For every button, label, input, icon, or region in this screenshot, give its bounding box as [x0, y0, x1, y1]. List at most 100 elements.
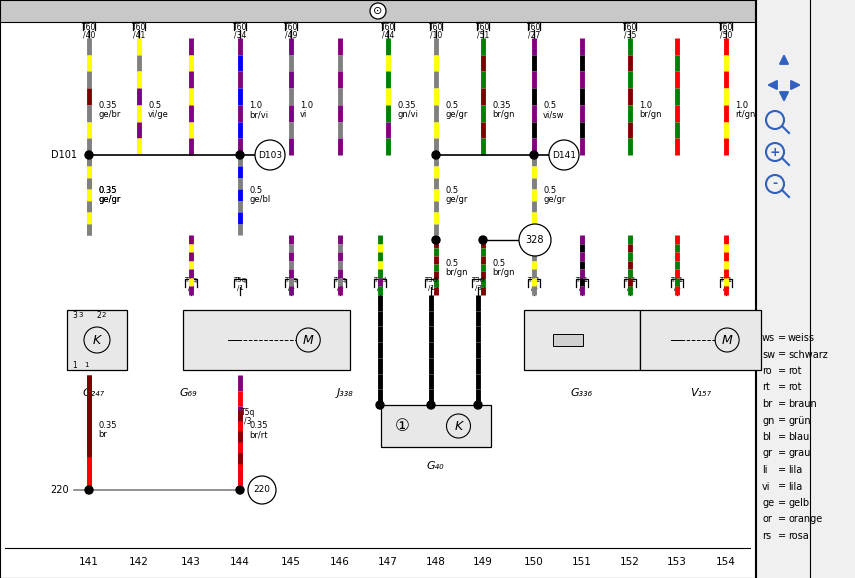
Text: 154: 154: [716, 557, 736, 567]
Text: T60: T60: [622, 23, 637, 32]
Text: =: =: [778, 399, 786, 409]
Text: T60: T60: [233, 23, 247, 32]
Text: gr: gr: [762, 449, 772, 458]
Text: /2: /2: [187, 285, 194, 291]
Text: 3: 3: [73, 312, 78, 320]
Text: 1: 1: [84, 362, 88, 368]
Text: D103: D103: [258, 150, 282, 160]
Text: rs: rs: [762, 531, 771, 541]
Text: T51: T51: [670, 277, 683, 283]
Text: /3: /3: [475, 285, 481, 291]
Text: 0.35
br/rt: 0.35 br/rt: [249, 421, 268, 439]
Text: =: =: [778, 350, 786, 360]
Text: 148: 148: [426, 557, 446, 567]
Circle shape: [370, 3, 386, 19]
Text: K: K: [454, 420, 463, 432]
Text: /40: /40: [83, 31, 95, 40]
Text: T5q: T5q: [333, 277, 346, 283]
Text: /4: /4: [674, 285, 681, 291]
Text: lila: lila: [788, 481, 802, 491]
Text: /4: /4: [287, 285, 294, 291]
Text: /1: /1: [627, 285, 634, 291]
Text: T60: T60: [82, 23, 96, 32]
Text: D141: D141: [552, 150, 576, 160]
Text: rt: rt: [762, 383, 770, 392]
Text: T60: T60: [132, 23, 146, 32]
Text: T3d: T3d: [424, 277, 438, 283]
Text: 328: 328: [526, 235, 545, 245]
Text: K: K: [93, 334, 101, 346]
Text: =: =: [778, 481, 786, 491]
Text: braun: braun: [788, 399, 817, 409]
Bar: [756, 0, 855, 578]
Text: D101: D101: [51, 150, 77, 160]
Text: =: =: [778, 333, 786, 343]
Text: 146: 146: [330, 557, 350, 567]
Text: 0.5
ge/gr: 0.5 ge/gr: [445, 101, 468, 119]
Text: =: =: [778, 498, 786, 508]
Text: 152: 152: [620, 557, 640, 567]
Text: T3d: T3d: [374, 277, 386, 283]
Text: 1.0
br/vi: 1.0 br/vi: [249, 101, 268, 119]
Text: 220: 220: [50, 485, 69, 495]
Text: ①: ①: [395, 417, 410, 435]
Text: 220: 220: [253, 486, 270, 495]
Circle shape: [255, 140, 285, 170]
Circle shape: [236, 486, 244, 494]
Text: M: M: [303, 334, 314, 346]
Text: gelb: gelb: [788, 498, 809, 508]
Text: /34: /34: [233, 31, 246, 40]
Text: =: =: [778, 383, 786, 392]
Text: 0.5
ge/gr: 0.5 ge/gr: [543, 186, 565, 205]
Text: =: =: [778, 531, 786, 541]
Text: li: li: [762, 465, 768, 475]
Text: grau: grau: [788, 449, 811, 458]
Circle shape: [549, 140, 579, 170]
Text: 0.5
ge/bl: 0.5 ge/bl: [249, 186, 270, 205]
Circle shape: [236, 151, 244, 159]
Text: =: =: [778, 416, 786, 425]
Text: /41: /41: [133, 31, 145, 40]
Text: rosa: rosa: [788, 531, 809, 541]
Text: /10: /10: [430, 31, 442, 40]
Text: G₄₀: G₄₀: [427, 461, 445, 471]
Text: sw: sw: [762, 350, 775, 360]
Text: schwarz: schwarz: [788, 350, 828, 360]
Circle shape: [474, 401, 482, 409]
Text: blau: blau: [788, 432, 809, 442]
Text: 3: 3: [79, 312, 83, 318]
Circle shape: [376, 401, 384, 409]
Text: 144: 144: [230, 557, 250, 567]
Text: 0.35
ge/gr: 0.35 ge/gr: [98, 186, 121, 205]
Text: =: =: [778, 449, 786, 458]
Text: 143: 143: [181, 557, 201, 567]
Text: +: +: [770, 146, 781, 158]
Text: =: =: [778, 465, 786, 475]
Text: /50: /50: [720, 31, 732, 40]
Text: 1.0
br/gn: 1.0 br/gn: [639, 101, 662, 119]
Text: 145: 145: [281, 557, 301, 567]
Text: G₃₃₆: G₃₃₆: [571, 388, 593, 398]
Text: 0.5
br/gn: 0.5 br/gn: [492, 258, 515, 277]
Text: /27: /27: [528, 31, 540, 40]
Text: 153: 153: [667, 557, 687, 567]
Text: ro: ro: [762, 366, 771, 376]
Text: T60: T60: [719, 23, 734, 32]
Text: bl: bl: [762, 432, 771, 442]
Text: /3: /3: [531, 285, 538, 291]
Bar: [67, 310, 127, 370]
Text: orange: orange: [788, 514, 823, 524]
Circle shape: [519, 224, 551, 256]
Text: 1: 1: [73, 361, 77, 369]
Circle shape: [432, 236, 440, 244]
Text: 0.5
vi/sw: 0.5 vi/sw: [543, 101, 564, 119]
Text: =: =: [778, 514, 786, 524]
Circle shape: [427, 401, 435, 409]
Text: T60: T60: [476, 23, 490, 32]
Text: grün: grün: [788, 416, 811, 425]
Text: T3d: T3d: [471, 277, 485, 283]
Text: rot: rot: [788, 383, 801, 392]
Text: T5q: T5q: [185, 277, 198, 283]
Text: T60: T60: [284, 23, 298, 32]
Text: 0.35
ge/br: 0.35 ge/br: [98, 101, 121, 119]
